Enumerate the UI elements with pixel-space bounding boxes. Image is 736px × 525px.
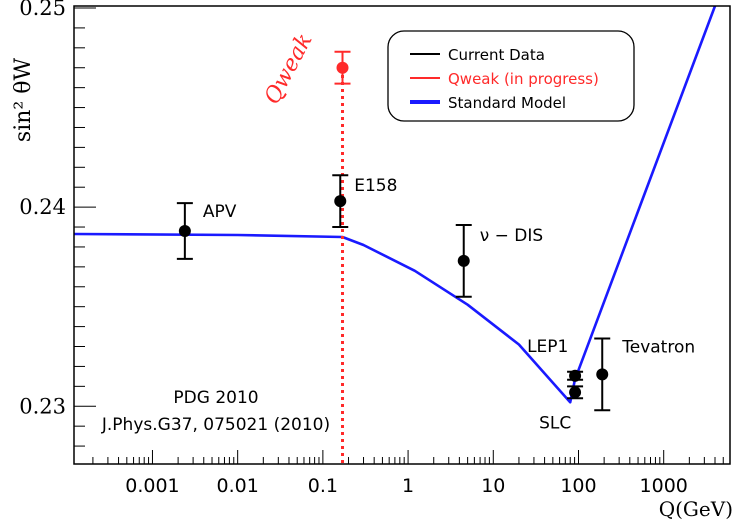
point-marker bbox=[334, 195, 347, 208]
y-tick-label: 0.23 bbox=[19, 394, 66, 418]
data-point-e158: E158 bbox=[332, 174, 397, 229]
x-tick-label: 1000 bbox=[640, 475, 688, 497]
x-tick-label: 100 bbox=[560, 475, 596, 497]
y-tick-label: 0.24 bbox=[19, 195, 66, 219]
data-point-slc: SLC bbox=[539, 385, 584, 433]
x-tick-label: 0.1 bbox=[308, 475, 338, 497]
x-axis-label: Q(GeV) bbox=[659, 497, 733, 521]
data-point-apv: APV bbox=[176, 202, 237, 260]
point-label: LEP1 bbox=[527, 337, 568, 357]
x-tick-label: 10 bbox=[481, 475, 505, 497]
point-label: E158 bbox=[354, 176, 397, 196]
legend-label: Current Data bbox=[448, 46, 545, 64]
legend: Current Data Qweak (in progress) Standard … bbox=[387, 30, 635, 122]
x-tick-label: 0.001 bbox=[125, 475, 179, 497]
point-label: SLC bbox=[539, 413, 571, 433]
x-tick-label: 0.01 bbox=[217, 475, 259, 497]
data-point--dis: ν − DIS bbox=[455, 224, 543, 298]
qweak-label: Qweak bbox=[260, 29, 318, 108]
point-marker bbox=[336, 61, 349, 74]
axis-ticks: 0.001 0.01 0.1 1 10 100 1000 0.23 0.24 0.25 bbox=[19, 0, 731, 497]
point-label: APV bbox=[203, 202, 237, 222]
y-tick-label: 0.25 bbox=[19, 0, 66, 20]
x-tick-label: 1 bbox=[402, 475, 414, 497]
legend-label: Standard Model bbox=[448, 94, 566, 112]
plot-frame bbox=[73, 5, 731, 465]
data-points: APV E158 ν − DIS LEP1 SLC Tevatron Qweak bbox=[176, 29, 695, 433]
point-marker bbox=[596, 368, 609, 381]
point-marker bbox=[457, 254, 470, 267]
data-point-tevatron: Tevatron bbox=[594, 337, 695, 412]
point-label: Tevatron bbox=[621, 337, 695, 357]
y-axis-label: sin² θW bbox=[11, 58, 36, 143]
data-point-lep1: LEP1 bbox=[527, 337, 584, 382]
data-point-qweak: Qweak bbox=[260, 29, 351, 109]
legend-label: Qweak (in progress) bbox=[448, 70, 599, 88]
legend-box bbox=[387, 30, 635, 122]
point-marker bbox=[569, 386, 582, 399]
annotation-pdg: PDG 2010 bbox=[173, 388, 258, 408]
point-marker bbox=[178, 225, 191, 238]
point-label: ν − DIS bbox=[480, 226, 543, 246]
annotation-reference: J.Phys.G37, 075021 (2010) bbox=[101, 415, 330, 435]
point-marker bbox=[569, 369, 582, 382]
